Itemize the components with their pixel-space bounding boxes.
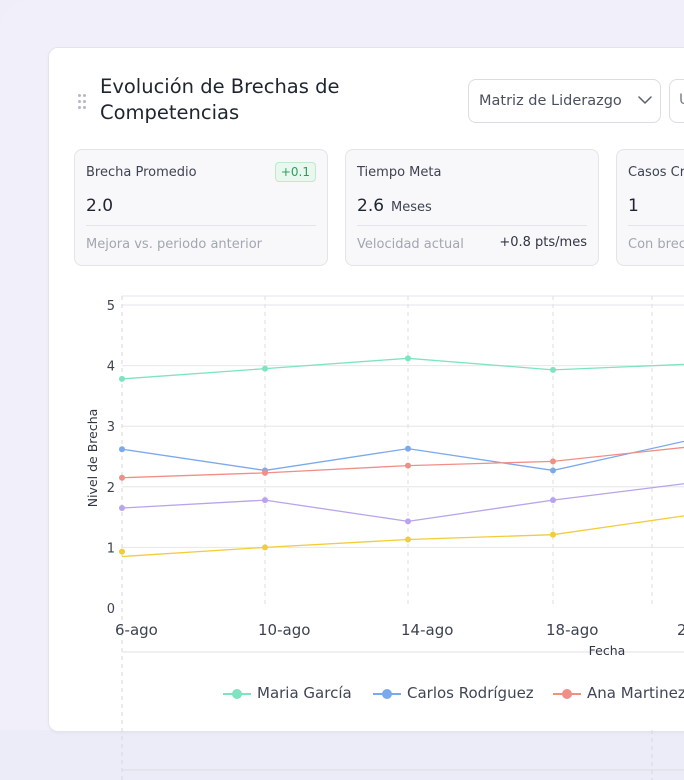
legend-marker-icon: [223, 688, 251, 700]
data-point: [405, 536, 411, 543]
metric-footer: Con brec: [628, 237, 684, 252]
legend-item[interactable]: Carlos Rodríguez: [373, 684, 534, 702]
matrix-select-value: Matriz de Liderazgo: [479, 93, 622, 109]
legend-label: Maria García: [257, 684, 352, 702]
divider: [628, 225, 684, 226]
metric-value: 1: [628, 196, 639, 216]
metric-unit: Meses: [391, 200, 432, 215]
data-point: [405, 355, 411, 362]
metric-value: 2.0: [86, 196, 114, 216]
data-point: [405, 462, 411, 469]
metric-card-target-time: Tiempo Meta 2.6 Meses Velocidad actual +0…: [345, 149, 599, 266]
metric-footer: Mejora vs. periodo anterior: [86, 237, 263, 252]
data-point: [550, 497, 556, 504]
data-point: [405, 445, 411, 452]
data-point: [550, 531, 556, 538]
y-tick-label: 1: [107, 541, 115, 556]
series-line-2: [121, 446, 684, 479]
x-axis-title: Fecha: [589, 643, 626, 658]
legend-item[interactable]: Ana Martinez: [553, 684, 684, 702]
widget-title: Evolución de Brechas de Competencias: [100, 75, 340, 124]
series-line-0: [121, 357, 684, 380]
series-line-4: [121, 515, 684, 558]
legend-marker-icon: [553, 688, 581, 700]
data-point: [262, 469, 268, 476]
metric-footer-value: +0.8 pts/mes: [499, 235, 587, 250]
data-point: [119, 548, 125, 555]
divider: [357, 225, 587, 226]
metric-card-average-gap: Brecha Promedio +0.1 2.0 Mejora vs. peri…: [74, 149, 328, 266]
x-tick-label: 10-ago: [258, 621, 310, 639]
series-line-3: [121, 483, 684, 522]
drag-handle-icon[interactable]: [78, 94, 88, 110]
data-point: [119, 375, 125, 382]
data-point: [550, 458, 556, 465]
chevron-down-icon: [638, 96, 652, 104]
y-tick-label: 5: [107, 299, 115, 314]
metric-label: Tiempo Meta: [357, 165, 442, 180]
metric-label: Casos Cr: [628, 165, 684, 180]
matrix-select[interactable]: Matriz de Liderazgo: [468, 79, 661, 123]
x-tick-label: 18-ago: [546, 621, 598, 639]
metric-label: Brecha Promedio: [86, 165, 197, 180]
y-tick-label: 4: [107, 360, 115, 375]
metric-footer: Velocidad actual: [357, 237, 464, 252]
data-point: [262, 544, 268, 551]
metric-value: 2.6 Meses: [357, 196, 432, 216]
x-tick-label: 6-ago: [115, 621, 158, 639]
data-point: [262, 497, 268, 504]
legend-label: Ana Martinez: [587, 684, 684, 702]
y-tick-label: 2: [107, 481, 115, 496]
trend-badge: +0.1: [274, 162, 316, 182]
data-point: [550, 366, 556, 373]
metric-card-critical-cases: Casos Cr 1 Con brec: [616, 149, 684, 266]
x-tick-label: 22-: [677, 621, 684, 639]
y-axis-title: Nivel de Brecha: [85, 409, 100, 508]
x-tick-label: 14-ago: [401, 621, 453, 639]
secondary-select-value: U: [679, 92, 684, 108]
data-point: [119, 505, 125, 512]
data-point: [119, 474, 125, 481]
metric-number: 2.6: [357, 196, 385, 216]
page-footer-area: [0, 730, 684, 780]
secondary-select[interactable]: U: [669, 79, 684, 123]
legend-label: Carlos Rodríguez: [407, 684, 534, 702]
data-point: [119, 446, 125, 453]
legend-marker-icon: [373, 688, 401, 700]
legend-item[interactable]: Maria García: [223, 684, 352, 702]
y-tick-label: 0: [107, 602, 115, 617]
y-tick-label: 3: [107, 420, 115, 435]
data-point: [405, 518, 411, 525]
divider: [86, 225, 316, 226]
data-point: [550, 467, 556, 474]
data-point: [262, 365, 268, 372]
